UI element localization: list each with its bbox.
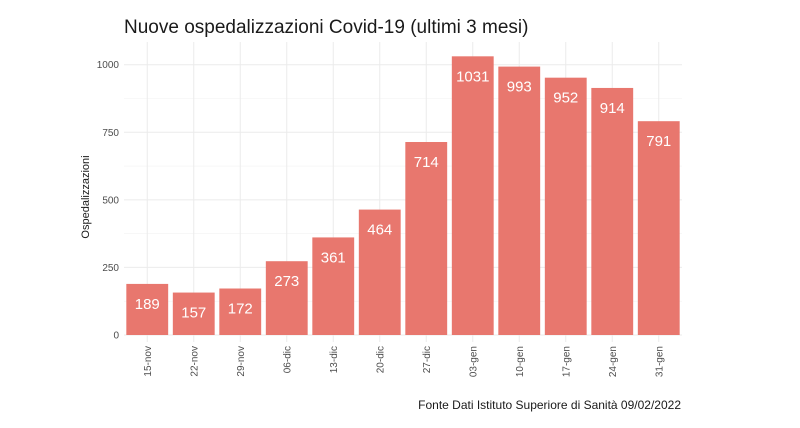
chart-title: Nuove ospedalizzazioni Covid-19 (ultimi … [124,17,528,38]
x-tick-label: 31-gen [654,346,665,377]
x-tick-label: 03-gen [468,346,479,377]
bar [126,283,169,335]
x-tick-label: 27-dic [422,346,433,373]
y-tick-label: 250 [102,263,119,274]
bar [172,292,215,335]
bar [498,66,541,335]
y-tick-label: 750 [102,128,119,139]
x-tick-label: 29-nov [236,346,247,377]
bar-value-label: 952 [553,90,578,107]
x-tick-label: 24-gen [608,346,619,377]
x-axis-tick-labels: 15-nov 22-nov 29-nov 06-dic 13-dic 20-dic 27-d… [143,346,666,377]
bar-value-label: 361 [321,249,346,266]
x-tick-label: 17-gen [561,346,572,377]
bar-value-label: 172 [228,301,253,318]
bar-value-label: 714 [414,154,439,171]
bar [219,288,262,335]
bar [405,142,448,335]
x-tick-label: 15-nov [143,346,154,377]
y-tick-label: 0 [113,331,119,342]
bar [544,77,587,335]
source-caption: Fonte Dati Istituto Superiore di Sanità … [418,398,681,412]
x-tick-label: 20-dic [375,346,386,373]
bar-value-label: 993 [507,79,532,96]
bar-value-label: 914 [600,100,625,117]
bar-value-labels: 189 157 172 273 361 464 714 1031 993 952 914 791 [135,68,672,321]
bar [265,261,308,335]
bar [451,56,494,335]
x-tick-label: 22-nov [189,346,200,377]
y-tick-label: 500 [102,195,119,206]
x-tick-label: 06-dic [282,346,293,373]
bar [637,121,680,335]
bar-value-label: 791 [646,133,671,150]
y-axis-label: Ospedalizzazioni [80,155,92,238]
y-tick-label: 1000 [97,60,120,71]
plot-panel [124,42,682,342]
x-tick-label: 10-gen [515,346,526,377]
bars [126,56,680,335]
bar-value-label: 273 [274,273,299,290]
bar-value-label: 157 [181,305,206,322]
bar-value-label: 1031 [456,68,489,85]
bar [312,237,355,335]
y-axis-tick-labels: 0 250 500 750 1000 [97,60,120,341]
bar [591,87,634,335]
x-tick-label: 13-dic [329,346,340,373]
bar-value-label: 464 [367,222,392,239]
bar-value-label: 189 [135,296,160,313]
bar [358,209,401,335]
